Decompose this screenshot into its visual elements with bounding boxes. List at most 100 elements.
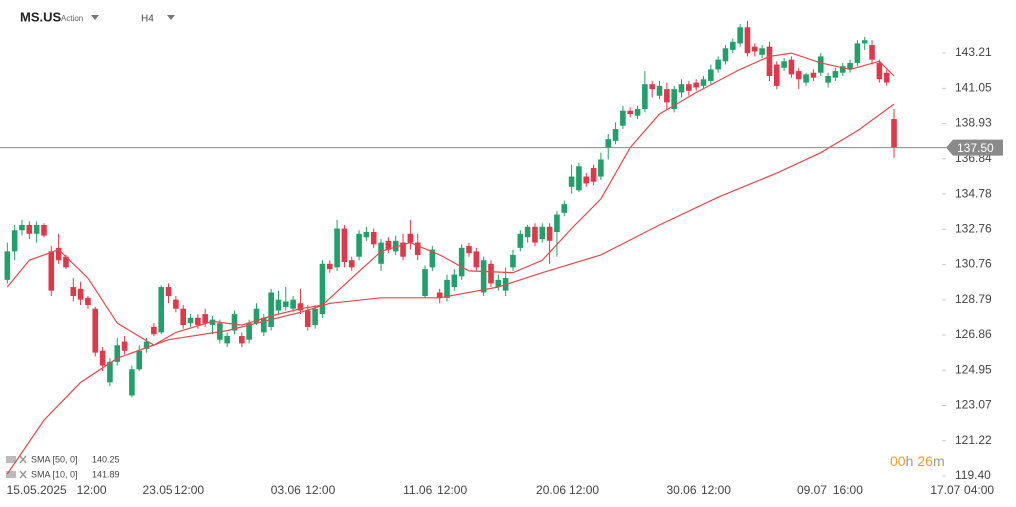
candle-body xyxy=(165,287,172,297)
candle-body xyxy=(539,226,546,240)
candle-body xyxy=(605,139,612,148)
candle-body xyxy=(883,72,890,83)
candle-body xyxy=(239,336,245,344)
x-tick-label: 04:00 xyxy=(964,483,994,497)
indicator-name: SMA [10, 0] xyxy=(31,469,78,479)
candle-body xyxy=(70,287,77,297)
candle-body xyxy=(708,69,714,81)
symbol-dropdown[interactable] xyxy=(91,15,99,20)
y-tick-label: 128.79 xyxy=(955,292,992,306)
y-tick-label: 126.86 xyxy=(955,327,992,341)
candle-body xyxy=(253,308,260,324)
asset-type: Action xyxy=(61,14,83,23)
y-tick-label: 121.22 xyxy=(955,433,992,447)
candle-body xyxy=(290,299,296,309)
candle-body xyxy=(246,323,252,340)
y-tick-label: 138.93 xyxy=(955,116,992,130)
candle-body xyxy=(656,85,663,96)
candle-body xyxy=(546,226,553,241)
candle-body xyxy=(766,46,773,77)
countdown: 00h 26m xyxy=(890,453,945,469)
candle-body xyxy=(99,350,106,366)
candle-body xyxy=(41,225,47,236)
timeframe-dropdown[interactable] xyxy=(167,15,175,20)
y-tick-label: 134.78 xyxy=(955,186,992,200)
candle-body xyxy=(363,232,370,238)
candle-body xyxy=(612,129,619,141)
candle-body xyxy=(224,336,230,344)
candle-body xyxy=(400,242,406,257)
candle-body xyxy=(268,292,274,327)
candle-body xyxy=(568,176,575,187)
countdown-minutes-unit: m xyxy=(933,453,945,469)
candle-body xyxy=(414,242,421,255)
x-tick-label: 09.07 xyxy=(797,483,827,497)
candle-body xyxy=(63,256,69,268)
candle-body xyxy=(473,251,480,268)
candle-body xyxy=(392,240,399,252)
candle-body xyxy=(847,62,853,70)
y-tick-label: 143.21 xyxy=(955,45,992,59)
y-tick-label: 123.07 xyxy=(955,398,992,412)
candle-body xyxy=(121,341,128,351)
candle-body xyxy=(649,84,656,90)
x-tick-label: 12:00 xyxy=(569,483,599,497)
candle-body xyxy=(436,292,443,298)
candle-body xyxy=(11,230,18,252)
candle-body xyxy=(876,62,883,80)
candle-body xyxy=(678,84,685,93)
candle-body xyxy=(488,263,494,284)
indicator-value: 140.25 xyxy=(92,454,120,464)
candle-body xyxy=(810,72,817,78)
candle-body xyxy=(370,232,377,245)
candle-body xyxy=(114,345,121,362)
candle-body xyxy=(869,45,875,60)
y-tick-label: 124.95 xyxy=(955,362,992,376)
timeframe[interactable]: H4 xyxy=(141,14,154,25)
candle-body xyxy=(326,263,333,270)
candle-body xyxy=(33,225,40,234)
candle-body xyxy=(312,308,318,326)
indicator-icon[interactable] xyxy=(6,471,16,478)
candle-body xyxy=(598,159,604,177)
last-price-label: 137.50 xyxy=(957,141,994,155)
candle-body xyxy=(85,297,91,306)
candle-body xyxy=(107,361,113,383)
sma-line xyxy=(6,103,895,475)
countdown-minutes: 26 xyxy=(917,453,933,469)
x-tick-label: 11.06 xyxy=(403,483,432,497)
x-tick-label: 12:00 xyxy=(701,483,731,497)
candle-body xyxy=(422,269,428,297)
sma-line xyxy=(6,52,895,346)
last-price-tag xyxy=(946,139,1003,156)
indicator-icon[interactable] xyxy=(6,456,16,463)
candle-body xyxy=(854,43,861,63)
candle-body xyxy=(334,228,340,268)
candle-body xyxy=(407,233,414,243)
candle-body xyxy=(510,254,516,268)
candle-body xyxy=(202,314,208,324)
y-tick-label: 141.05 xyxy=(955,81,992,95)
indicator-remove[interactable] xyxy=(19,470,27,479)
candle-body xyxy=(561,204,568,213)
candle-body xyxy=(143,341,150,349)
candle-body xyxy=(231,314,238,331)
candle-body xyxy=(803,74,809,83)
indicator-remove[interactable] xyxy=(19,455,27,464)
x-tick-label: 12:00 xyxy=(305,483,335,497)
candle-body xyxy=(642,84,648,110)
candle-body xyxy=(730,41,736,50)
candle-body xyxy=(458,247,465,277)
candle-body xyxy=(832,71,839,78)
candle-body xyxy=(173,299,179,309)
candle-body xyxy=(517,233,524,248)
x-tick-label: 12:00 xyxy=(77,483,107,497)
symbol[interactable]: MS.US xyxy=(20,9,62,24)
candle-body xyxy=(773,64,780,86)
indicator-legend: SMA [50, 0] 140.25 SMA [10, 0] 141.89 xyxy=(6,454,120,479)
candle-body xyxy=(576,166,582,191)
candle-body xyxy=(781,61,787,68)
candle-body xyxy=(348,260,355,268)
